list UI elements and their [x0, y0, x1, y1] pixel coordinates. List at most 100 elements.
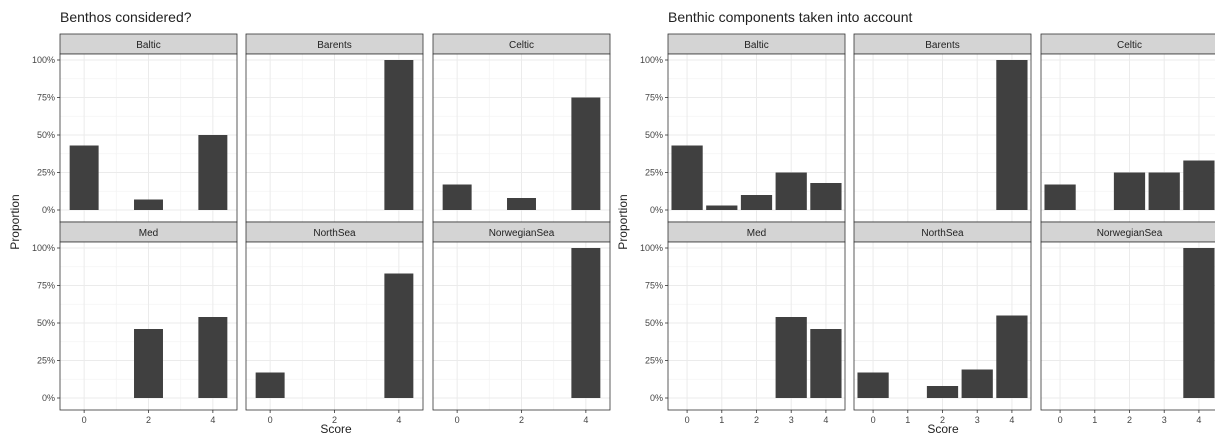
- x-tick-label: 4: [1009, 415, 1014, 425]
- facet-NorthSea: NorthSea 0 1 2 3 4: [853, 221, 1032, 425]
- x-tick-label: 4: [823, 415, 828, 425]
- x-tick-label: 3: [1162, 415, 1167, 425]
- y-tick-label: 75%: [645, 281, 663, 291]
- y-tick-label: 50%: [37, 130, 55, 140]
- y-tick-label: 75%: [37, 93, 55, 103]
- y-tick-label: 75%: [645, 93, 663, 103]
- y-tick-label: 25%: [645, 356, 663, 366]
- x-tick-label: 2: [146, 415, 151, 425]
- bar: [996, 315, 1028, 398]
- x-tick-label: 1: [905, 415, 910, 425]
- facet-Baltic: Baltic 0% 25% 50% 75% 100%: [32, 33, 238, 223]
- bar: [198, 135, 228, 210]
- x-axis-title: Score: [927, 422, 959, 436]
- bar: [255, 372, 285, 398]
- bar: [384, 60, 414, 210]
- y-tick-label: 100%: [32, 55, 55, 65]
- x-tick-label: 2: [940, 415, 945, 425]
- facet-NorwegianSea: NorwegianSea 0 2 4: [432, 221, 611, 425]
- facet-NorthSea: NorthSea 0 2 4: [245, 221, 424, 425]
- y-tick-label: 50%: [645, 318, 663, 328]
- bar: [775, 172, 807, 210]
- x-tick-label: 0: [871, 415, 876, 425]
- bar: [961, 369, 993, 398]
- facet-Barents: Barents: [245, 33, 424, 223]
- facet-strip-label: Barents: [317, 40, 351, 51]
- y-tick-label: 50%: [37, 318, 55, 328]
- x-tick-label: 2: [754, 415, 759, 425]
- facet-strip-label: Med: [747, 228, 766, 239]
- bar: [571, 97, 601, 210]
- facet-strip-label: Baltic: [744, 40, 768, 51]
- y-tick-label: 25%: [37, 356, 55, 366]
- bar: [198, 317, 228, 398]
- facet-Celtic: Celtic: [1040, 33, 1215, 223]
- bar: [384, 273, 414, 398]
- chart-title: Benthos considered?: [60, 9, 192, 25]
- y-tick-label: 0%: [650, 205, 663, 215]
- x-tick-label: 2: [519, 415, 524, 425]
- bar: [926, 386, 959, 398]
- y-tick-label: 0%: [650, 393, 663, 403]
- x-tick-label: 1: [1092, 415, 1097, 425]
- bar: [571, 248, 601, 398]
- bar: [740, 195, 773, 210]
- bar: [69, 145, 99, 210]
- bar: [706, 205, 738, 210]
- y-axis-title: Proportion: [8, 194, 22, 249]
- facet-strip-label: NorthSea: [921, 228, 964, 239]
- facet-strip-label: Med: [139, 228, 158, 239]
- bar: [810, 183, 842, 210]
- bar: [134, 329, 163, 398]
- x-tick-label: 0: [455, 415, 460, 425]
- bar: [996, 60, 1028, 210]
- x-tick-label: 3: [789, 415, 794, 425]
- x-tick-label: 1: [719, 415, 724, 425]
- y-tick-label: 75%: [37, 281, 55, 291]
- facet-strip-label: Celtic: [1117, 40, 1142, 51]
- x-tick-label: 0: [82, 415, 87, 425]
- facet-strip-label: NorwegianSea: [489, 228, 555, 239]
- y-tick-label: 0%: [42, 393, 55, 403]
- y-tick-label: 100%: [640, 55, 663, 65]
- x-tick-label: 3: [975, 415, 980, 425]
- x-tick-label: 4: [583, 415, 588, 425]
- bar: [810, 329, 842, 398]
- bar: [1044, 184, 1076, 210]
- facet-Celtic: Celtic: [432, 33, 611, 223]
- bar: [1183, 248, 1215, 398]
- facet-strip-label: Baltic: [136, 40, 160, 51]
- facet-strip-label: NorthSea: [313, 228, 356, 239]
- x-tick-label: 2: [1127, 415, 1132, 425]
- bar: [134, 199, 163, 210]
- y-tick-label: 25%: [645, 168, 663, 178]
- x-tick-label: 4: [396, 415, 401, 425]
- y-axis-title: Proportion: [616, 194, 630, 249]
- y-tick-label: 100%: [640, 243, 663, 253]
- bar: [1148, 172, 1180, 210]
- y-tick-label: 25%: [37, 168, 55, 178]
- chart-title: Benthic components taken into account: [668, 9, 912, 25]
- x-tick-label: 2: [332, 415, 337, 425]
- x-tick-label: 0: [1058, 415, 1063, 425]
- facet-strip-label: Celtic: [509, 40, 534, 51]
- bar: [1183, 160, 1215, 210]
- bar: [857, 372, 889, 398]
- facet-NorwegianSea: NorwegianSea 0 1 2 3 4: [1040, 221, 1215, 425]
- chart-2: Benthic components taken into account Pro…: [616, 9, 1215, 436]
- bar: [507, 198, 536, 210]
- facet-Barents: Barents: [853, 33, 1032, 223]
- facet-strip-label: NorwegianSea: [1097, 228, 1163, 239]
- x-tick-label: 4: [210, 415, 215, 425]
- bar: [671, 145, 703, 210]
- chart-1: Benthos considered? Proportion Score Baltic…: [8, 9, 611, 436]
- facet-Baltic: Baltic 0% 25% 50% 75% 100%: [640, 33, 846, 223]
- x-tick-label: 0: [268, 415, 273, 425]
- bar: [775, 317, 807, 398]
- x-tick-label: 0: [685, 415, 690, 425]
- facet-Med: Med 0% 25% 50% 75% 100% 0 2 4: [32, 221, 238, 425]
- facet-Med: Med 0% 25% 50% 75% 100% 0 1 2 3 4: [640, 221, 846, 425]
- facet-strip-label: Barents: [925, 40, 959, 51]
- x-tick-label: 4: [1196, 415, 1201, 425]
